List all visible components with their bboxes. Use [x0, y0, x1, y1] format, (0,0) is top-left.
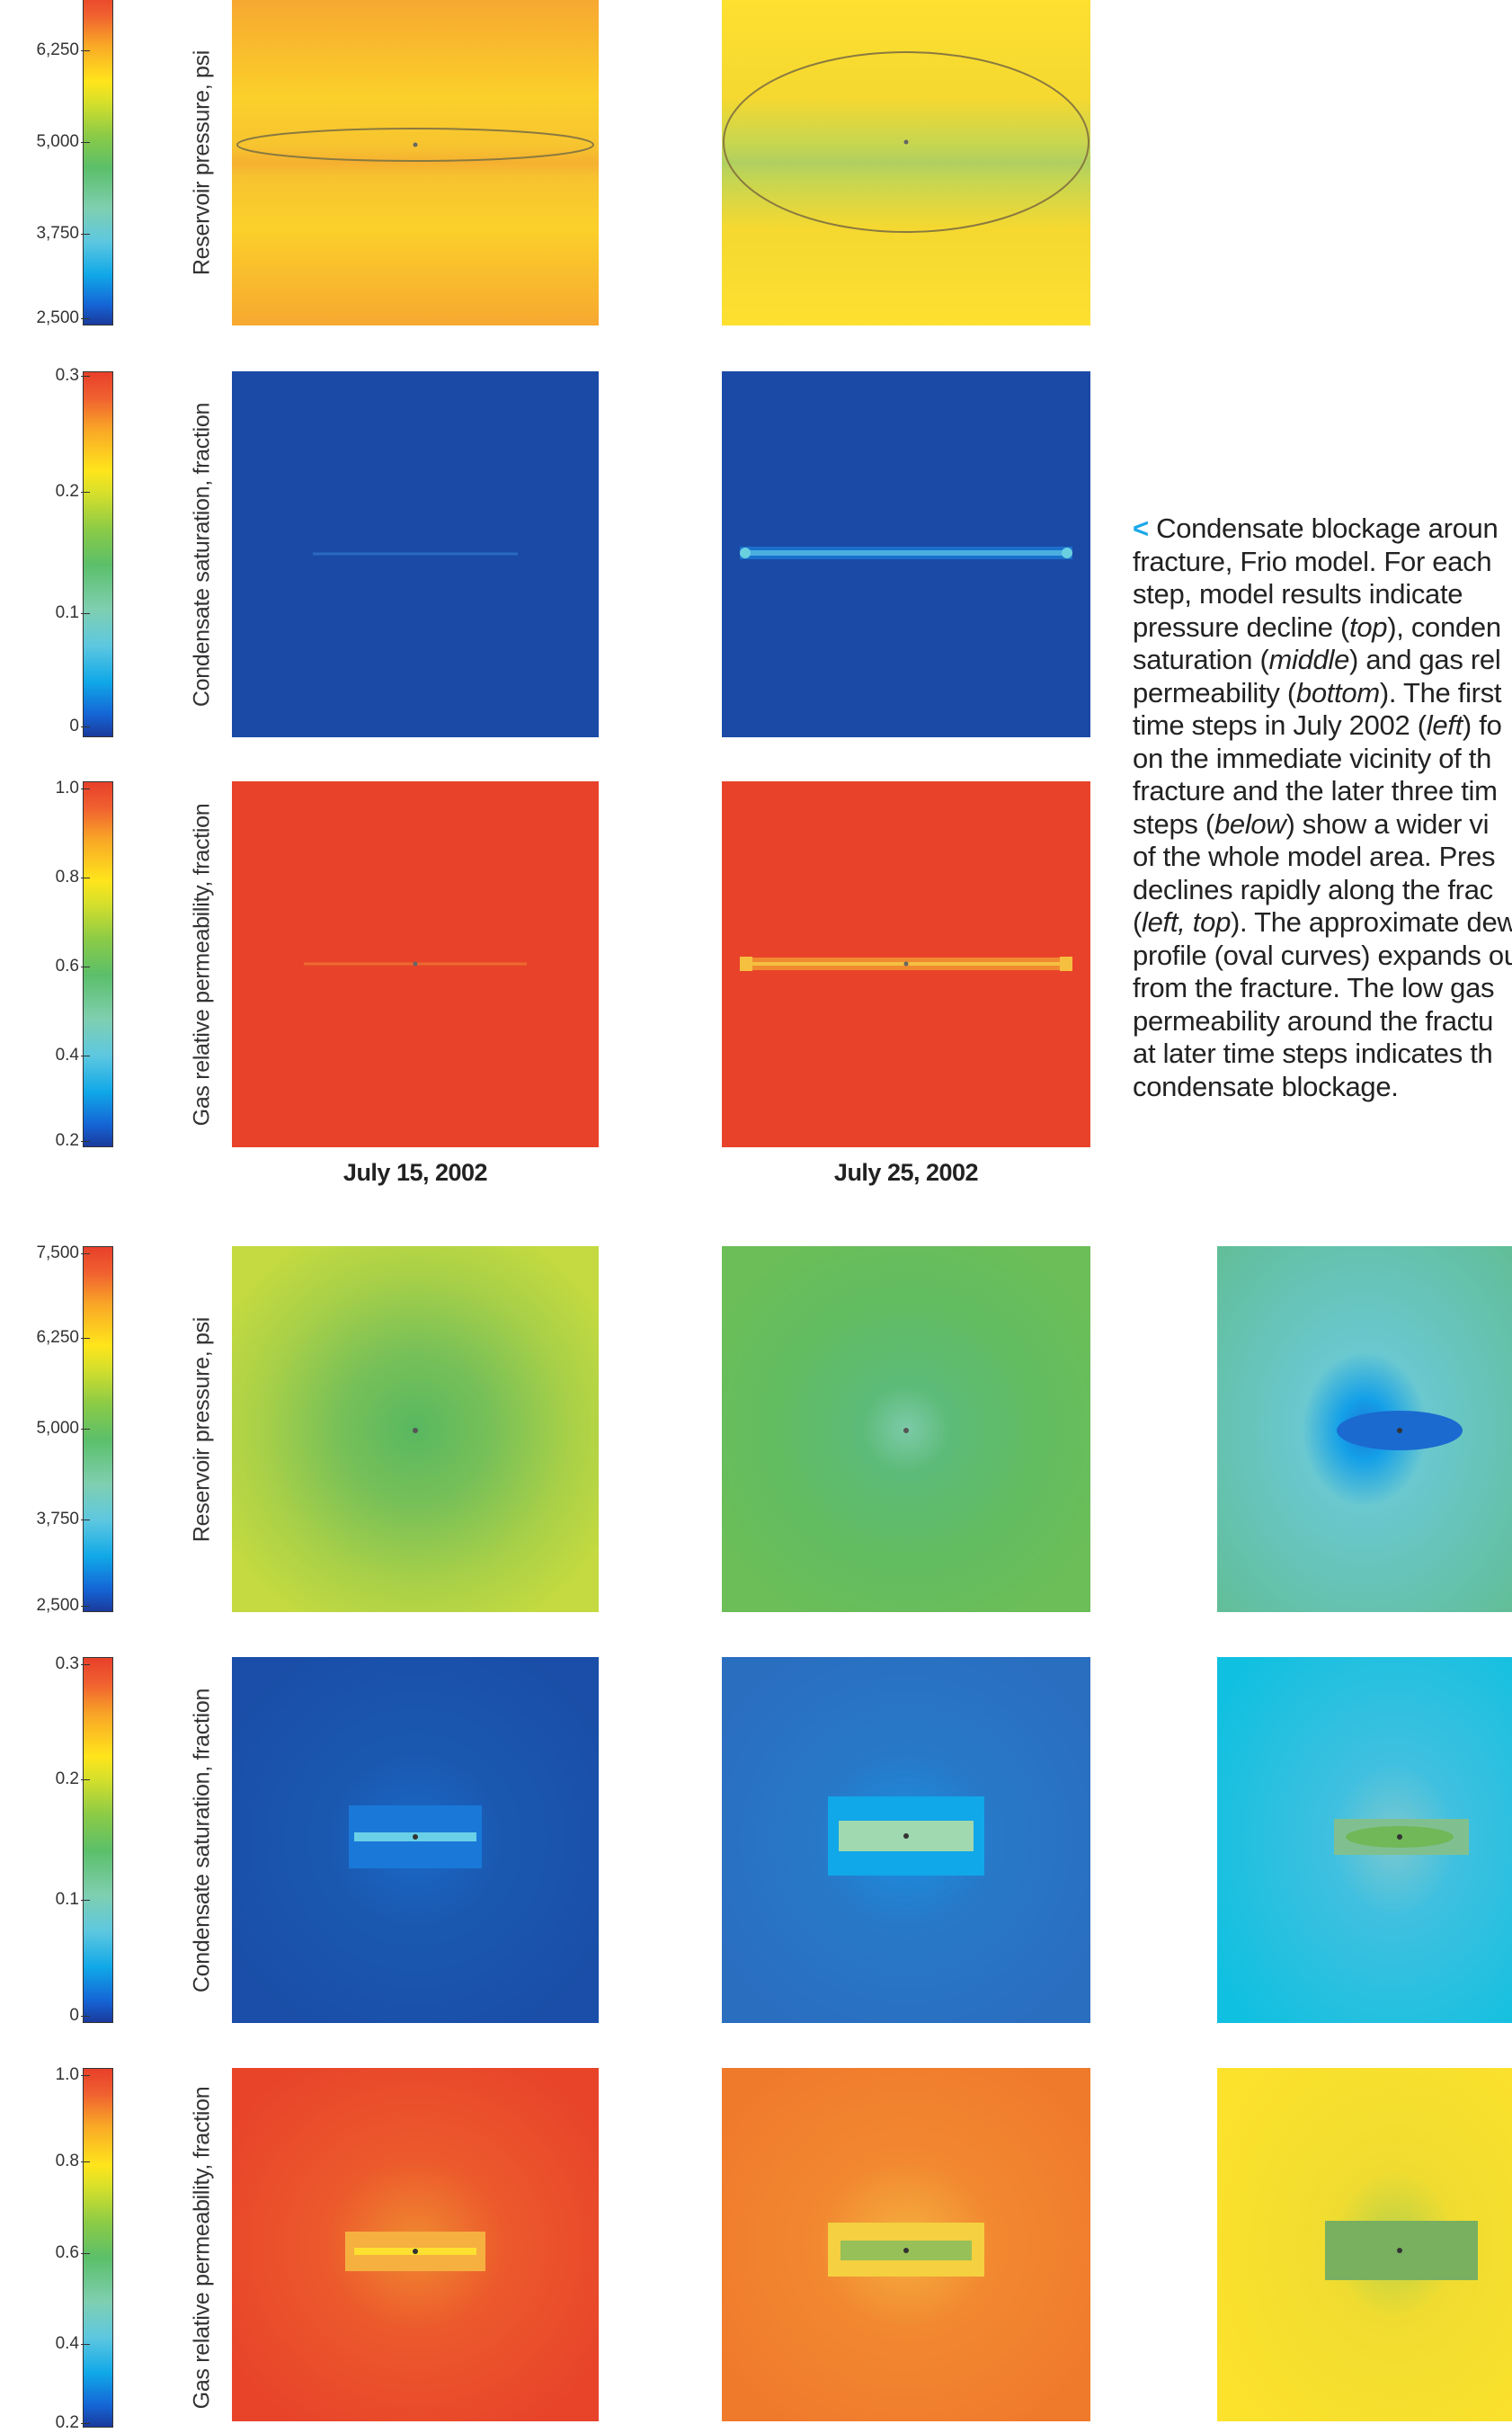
- permeability-tick: 1.0: [0, 779, 90, 798]
- saturation-tick: 0: [0, 2006, 90, 2026]
- pressure-panel-jul25: [722, 0, 1090, 325]
- row-label-permeability-b: Gas relative permeability, fraction: [189, 2086, 215, 2410]
- pressure-panel-b2: [722, 1246, 1090, 1612]
- permeability-tick: 0.6: [0, 2243, 90, 2263]
- pressure-tick: 2,500: [0, 1596, 90, 1616]
- saturation-panel-b1: [232, 1657, 599, 2023]
- pressure-tick: 5,000: [0, 132, 90, 152]
- pressure-tick: 6,250: [0, 40, 90, 60]
- permeability-tick: 0.4: [0, 2334, 90, 2354]
- pressure-tick: 7,500: [0, 1243, 90, 1263]
- saturation-tick: 0: [0, 717, 90, 736]
- permeability-panel-jul25: [722, 781, 1090, 1147]
- permeability-tick: 0.4: [0, 1046, 90, 1065]
- pressure-tick: 3,750: [0, 224, 90, 244]
- saturation-color-scale: [83, 371, 113, 737]
- pressure-tick: 5,000: [0, 1419, 90, 1439]
- permeability-tick: 1.0: [0, 2065, 90, 2085]
- figure-caption: < Condensate blockage aroun fracture, Fr…: [1133, 512, 1512, 1102]
- permeability-tick: 0.2: [0, 1131, 90, 1151]
- saturation-tick: 0.1: [0, 603, 90, 623]
- permeability-tick: 0.6: [0, 957, 90, 976]
- permeability-panel-jul15: [232, 781, 599, 1147]
- row-label-saturation-b: Condensate saturation, fraction: [189, 1688, 215, 1992]
- permeability-tick: 0.8: [0, 868, 90, 887]
- pressure-color-scale: [83, 0, 113, 325]
- permeability-panel-b1: [232, 2068, 599, 2421]
- saturation-panel-b3: [1217, 1657, 1512, 2023]
- permeability-tick: 0.2: [0, 2413, 90, 2433]
- permeability-color-scale: [83, 781, 113, 1147]
- saturation-color-scale-b: [83, 1657, 113, 2023]
- permeability-panel-b3: [1217, 2068, 1512, 2421]
- row-label-pressure-b: Reservoir pressure, psi: [189, 1316, 215, 1542]
- pressure-panel-b1: [232, 1246, 599, 1612]
- row-label-permeability: Gas relative permeability, fraction: [189, 803, 215, 1126]
- pressure-panel-b3: [1217, 1246, 1512, 1612]
- permeability-color-scale-b: [83, 2068, 113, 2428]
- saturation-tick: 0.2: [0, 482, 90, 502]
- saturation-tick: 0.1: [0, 1890, 90, 1910]
- pressure-tick: 2,500: [0, 308, 90, 328]
- saturation-panel-jul15: [232, 371, 599, 737]
- saturation-tick: 0.3: [0, 366, 90, 386]
- pressure-panel-jul15: [232, 0, 599, 325]
- pressure-tick: 6,250: [0, 1328, 90, 1348]
- date-label: July 25, 2002: [833, 1159, 979, 1186]
- permeability-panel-b2: [722, 2068, 1090, 2421]
- saturation-tick: 0.3: [0, 1654, 90, 1674]
- row-label-saturation: Condensate saturation, fraction: [189, 402, 215, 707]
- saturation-panel-jul25: [722, 371, 1090, 737]
- date-label: July 15, 2002: [342, 1159, 488, 1186]
- pressure-tick: 3,750: [0, 1510, 90, 1529]
- row-label-pressure: Reservoir pressure, psi: [189, 49, 215, 276]
- permeability-tick: 0.8: [0, 2152, 90, 2171]
- saturation-tick: 0.2: [0, 1769, 90, 1789]
- saturation-panel-b2: [722, 1657, 1090, 2023]
